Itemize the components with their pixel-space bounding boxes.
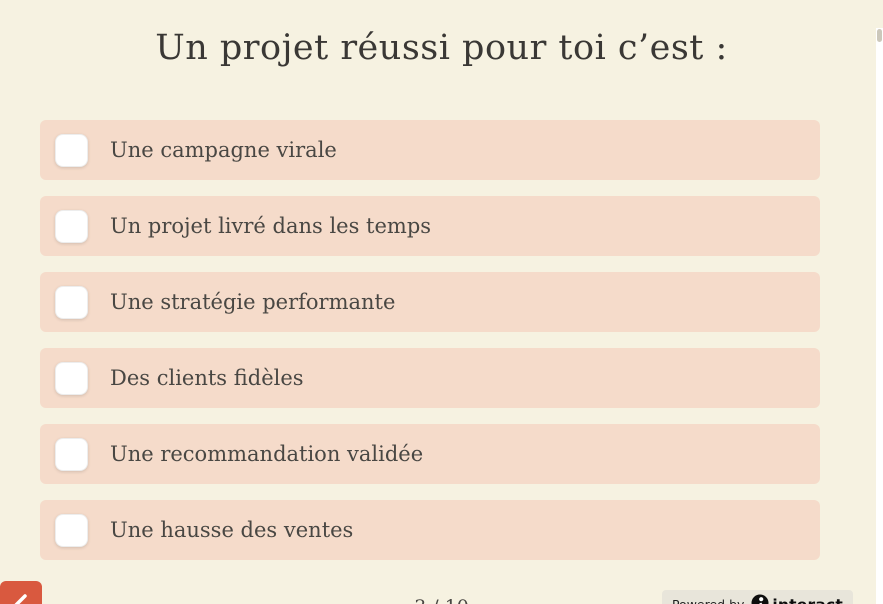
answer-option-label: Une hausse des ventes [110,518,354,542]
powered-by-badge[interactable]: Powered by interact [661,590,853,604]
back-button[interactable] [0,581,42,604]
answer-option-label: Un projet livré dans les temps [110,214,432,238]
answer-option-label: Une stratégie performante [110,290,396,314]
answer-option-6[interactable]: Une hausse des ventes [40,500,820,560]
checkbox[interactable] [55,133,88,167]
quiz-page: { "question": { "title": "Un projet réus… [0,28,883,604]
question-title: Un projet réussi pour toi c’est : [155,28,728,68]
chevron-left-icon [9,590,33,604]
interact-logo-icon [751,594,769,604]
answer-option-1[interactable]: Une campagne virale [40,120,820,180]
checkbox[interactable] [55,361,88,395]
checkbox[interactable] [55,285,88,319]
brand-name: interact [772,596,843,604]
checkbox[interactable] [55,209,88,243]
vertical-scrollbar-thumb[interactable] [877,29,882,42]
progress-indicator: 3 / 10 [0,596,883,604]
answer-option-5[interactable]: Une recommandation validée [40,424,820,484]
answer-option-label: Des clients fidèles [110,366,304,390]
answer-option-4[interactable]: Des clients fidèles [40,348,820,408]
answer-option-label: Une campagne virale [110,138,337,162]
checkbox[interactable] [55,513,88,547]
answer-option-2[interactable]: Un projet livré dans les temps [40,196,820,256]
powered-by-label: Powered by [672,597,744,604]
checkbox[interactable] [55,437,88,471]
vertical-scrollbar[interactable] [876,28,883,604]
answer-option-3[interactable]: Une stratégie performante [40,272,820,332]
options-list: Une campagne virale Un projet livré dans… [40,120,820,576]
answer-option-label: Une recommandation validée [110,442,424,466]
